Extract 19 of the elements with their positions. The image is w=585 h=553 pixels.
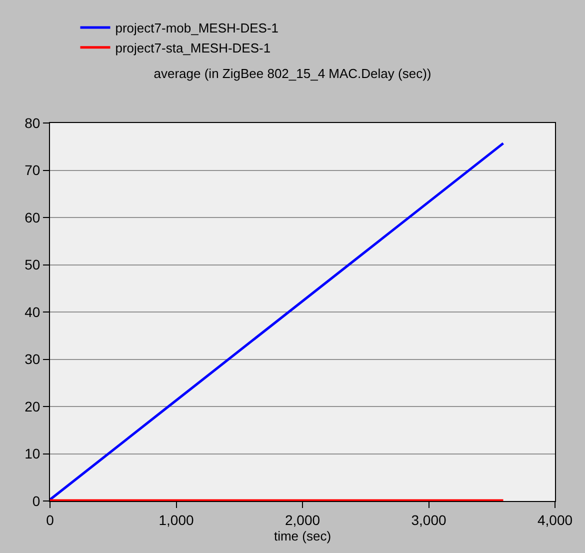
x-tick-label: 1,000 (158, 512, 194, 528)
x-axis-title: time (sec) (274, 528, 332, 544)
y-tick-label: 80 (24, 114, 40, 131)
legend-label: project7-sta_MESH-DES-1 (115, 40, 271, 56)
chart-title: average (in ZigBee 802_15_4 MAC.Delay (sec)) (154, 66, 432, 81)
y-tick-label: 60 (24, 209, 40, 226)
y-tick-label: 70 (24, 162, 40, 178)
x-tick-label: 4,000 (537, 512, 573, 528)
line-series (50, 142, 504, 501)
y-tick-label: 50 (24, 256, 40, 273)
y-tick-label: 20 (24, 398, 40, 414)
x-tick-label: 0 (46, 512, 54, 528)
y-tick-label: 0 (32, 492, 40, 509)
y-tick-label: 40 (24, 304, 40, 320)
y-tick-label: 10 (24, 446, 40, 462)
legend-label: project7-mob_MESH-DES-1 (115, 20, 279, 36)
x-tick-label: 3,000 (411, 512, 446, 528)
y-tick-label: 30 (24, 351, 40, 368)
x-tick-label: 2,000 (284, 512, 320, 528)
